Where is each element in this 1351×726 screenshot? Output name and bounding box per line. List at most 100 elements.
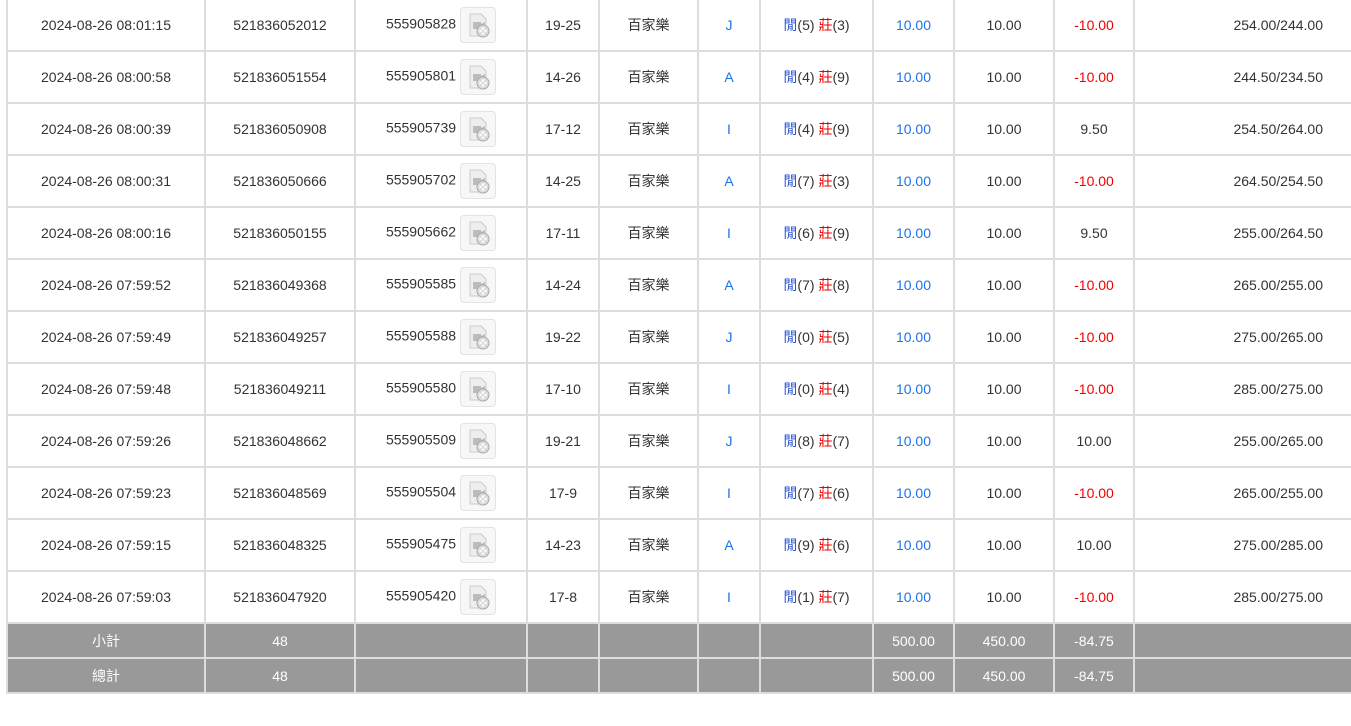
balance: 264.50/254.50 xyxy=(1133,154,1351,208)
table-row: 2024-08-26 07:59:03 521836047920 5559054… xyxy=(6,570,1351,624)
win-loss: -10.00 xyxy=(1053,50,1135,104)
card-result: 閒(4) 莊(9) xyxy=(759,50,874,104)
bet-amount: 10.00 xyxy=(872,206,955,260)
player-label: 閒 xyxy=(783,121,798,137)
bet-result: A xyxy=(697,258,761,312)
round-cell: 555905509 xyxy=(354,414,528,468)
player-label: 閒 xyxy=(783,225,798,241)
table-row: 2024-08-26 07:59:48 521836049211 5559055… xyxy=(6,362,1351,416)
balance: 255.00/264.50 xyxy=(1133,206,1351,260)
round-cell: 555905580 xyxy=(354,362,528,416)
round-id: 555905509 xyxy=(385,431,457,448)
bet-amount: 10.00 xyxy=(872,50,955,104)
player-label: 閒 xyxy=(783,537,798,553)
bet-time: 2024-08-26 07:59:26 xyxy=(6,414,206,468)
subtotal-row: 小計 48 500.00 450.00 -84.75 xyxy=(6,622,1351,659)
banker-label: 莊 xyxy=(818,485,833,501)
video-file-icon[interactable] xyxy=(460,527,497,563)
bet-result: I xyxy=(697,362,761,416)
balance: 265.00/255.00 xyxy=(1133,258,1351,312)
player-value: (7) xyxy=(797,485,815,501)
card-result: 閒(7) 莊(6) xyxy=(759,466,874,520)
card-result: 閒(8) 莊(7) xyxy=(759,414,874,468)
card-result: 閒(9) 莊(6) xyxy=(759,518,874,572)
round-cell: 555905739 xyxy=(354,102,528,156)
bet-result: A xyxy=(697,518,761,572)
player-label: 閒 xyxy=(783,485,798,501)
game-type: 百家樂 xyxy=(598,310,699,364)
round-id: 555905801 xyxy=(385,67,457,84)
win-loss: -10.00 xyxy=(1053,570,1135,624)
player-value: (7) xyxy=(797,277,815,293)
bet-id: 521836049257 xyxy=(204,310,356,364)
card-result: 閒(0) 莊(5) xyxy=(759,310,874,364)
table-row: 2024-08-26 07:59:49 521836049257 5559055… xyxy=(6,310,1351,364)
round-id: 555905420 xyxy=(385,587,457,604)
game-type: 百家樂 xyxy=(598,154,699,208)
table-no: 17-12 xyxy=(526,102,600,156)
video-file-icon[interactable] xyxy=(460,423,497,459)
video-file-icon[interactable] xyxy=(460,371,497,407)
player-label: 閒 xyxy=(783,329,798,345)
video-file-icon[interactable] xyxy=(460,7,497,43)
player-label: 閒 xyxy=(783,277,798,293)
round-id: 555905504 xyxy=(385,483,457,500)
bet-result: J xyxy=(697,0,761,52)
valid-amount: 10.00 xyxy=(953,310,1055,364)
balance: 285.00/275.00 xyxy=(1133,570,1351,624)
bet-id: 521836050155 xyxy=(204,206,356,260)
player-value: (6) xyxy=(797,225,815,241)
table-row: 2024-08-26 08:01:15 521836052012 5559058… xyxy=(6,0,1351,52)
banker-label: 莊 xyxy=(818,225,833,241)
bet-time: 2024-08-26 08:00:39 xyxy=(6,102,206,156)
valid-amount: 10.00 xyxy=(953,50,1055,104)
video-file-icon[interactable] xyxy=(460,59,497,95)
player-value: (8) xyxy=(797,433,815,449)
bet-id: 521836052012 xyxy=(204,0,356,52)
video-file-icon[interactable] xyxy=(460,111,497,147)
valid-amount: 10.00 xyxy=(953,154,1055,208)
round-id: 555905588 xyxy=(385,327,457,344)
bet-time: 2024-08-26 08:00:31 xyxy=(6,154,206,208)
video-file-icon[interactable] xyxy=(460,475,497,511)
win-loss: -10.00 xyxy=(1053,362,1135,416)
bet-time: 2024-08-26 07:59:15 xyxy=(6,518,206,572)
valid-amount: 10.00 xyxy=(953,362,1055,416)
valid-amount: 10.00 xyxy=(953,0,1055,52)
valid-amount: 10.00 xyxy=(953,414,1055,468)
player-label: 閒 xyxy=(783,17,798,33)
video-file-icon[interactable] xyxy=(460,215,497,251)
bet-id: 521836051554 xyxy=(204,50,356,104)
player-value: (1) xyxy=(797,589,815,605)
banker-label: 莊 xyxy=(818,589,833,605)
card-result: 閒(4) 莊(9) xyxy=(759,102,874,156)
table-no: 14-23 xyxy=(526,518,600,572)
game-type: 百家樂 xyxy=(598,258,699,312)
bet-time: 2024-08-26 07:59:48 xyxy=(6,362,206,416)
banker-value: (3) xyxy=(832,17,850,33)
banker-value: (9) xyxy=(832,225,850,241)
round-cell: 555905420 xyxy=(354,570,528,624)
balance: 254.50/264.00 xyxy=(1133,102,1351,156)
round-id: 555905739 xyxy=(385,119,457,136)
balance: 244.50/234.50 xyxy=(1133,50,1351,104)
video-file-icon[interactable] xyxy=(460,579,497,615)
game-type: 百家樂 xyxy=(598,362,699,416)
video-file-icon[interactable] xyxy=(460,267,497,303)
table-no: 17-9 xyxy=(526,466,600,520)
table-row: 2024-08-26 08:00:16 521836050155 5559056… xyxy=(6,206,1351,260)
win-loss: -10.00 xyxy=(1053,258,1135,312)
video-file-icon[interactable] xyxy=(460,319,497,355)
bet-amount: 10.00 xyxy=(872,258,955,312)
card-result: 閒(7) 莊(3) xyxy=(759,154,874,208)
bet-result: I xyxy=(697,466,761,520)
banker-value: (3) xyxy=(832,173,850,189)
round-id: 555905580 xyxy=(385,379,457,396)
video-file-icon[interactable] xyxy=(460,163,497,199)
bet-time: 2024-08-26 07:59:52 xyxy=(6,258,206,312)
player-label: 閒 xyxy=(783,381,798,397)
player-value: (0) xyxy=(797,329,815,345)
bet-id: 521836050908 xyxy=(204,102,356,156)
player-label: 閒 xyxy=(783,69,798,85)
table-no: 14-24 xyxy=(526,258,600,312)
